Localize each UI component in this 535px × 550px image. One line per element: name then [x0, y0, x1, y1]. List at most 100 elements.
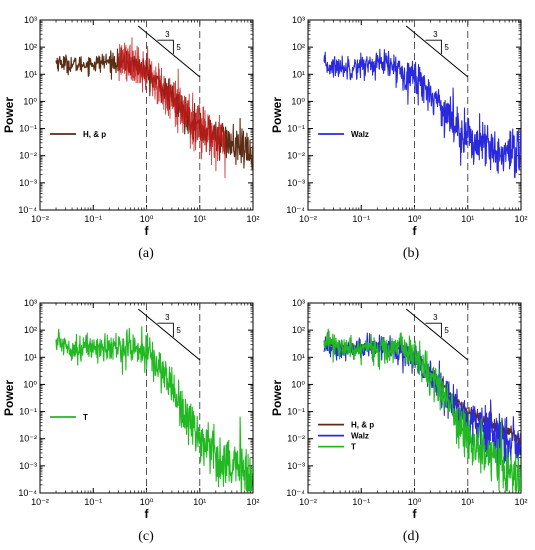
chart-panel-b: 10⁻⁴ 10⁻³ 10⁻² 10⁻¹ 10⁰ 10¹ 10² 10³ 10⁻² 10⁻¹ 10⁰ 1…	[270, 15, 528, 261]
slope-triangle	[157, 322, 174, 337]
series-group	[323, 328, 521, 492]
y-tick-label: 10¹	[24, 69, 37, 79]
x-tick-label: 10⁰	[408, 214, 422, 224]
slope-triangle	[425, 39, 442, 54]
slope-rise-label: 5	[176, 326, 181, 335]
y-tick-label: 10⁻²	[287, 434, 305, 444]
legend-label: T	[351, 443, 356, 452]
y-tick-label: 10³	[24, 298, 37, 308]
y-tick-label: 10⁻³	[19, 461, 37, 471]
y-tick-label: 10⁰	[291, 379, 305, 389]
chart-panel-c: 10⁻⁴ 10⁻³ 10⁻² 10⁻¹ 10⁰ 10¹ 10² 10³ 10⁻² 10⁻¹ 10⁰ 1…	[2, 298, 260, 544]
x-tick-label: 10¹	[461, 497, 474, 507]
x-tick-label: 10⁻¹	[84, 214, 102, 224]
y-tick-label: 10⁰	[23, 379, 37, 389]
panel-caption: (c)	[138, 529, 154, 544]
slope-line	[137, 308, 201, 361]
x-tick-label: 10⁻²	[299, 214, 317, 224]
x-tick-label: 10¹	[461, 214, 474, 224]
chart-panel-a: 10⁻⁴ 10⁻³ 10⁻² 10⁻¹ 10⁰ 10¹ 10² 10³ 10⁻² 10⁻¹ 10⁰ 1…	[2, 15, 260, 261]
x-tick-label: 10⁰	[140, 497, 154, 507]
x-axis-label: f	[145, 224, 150, 238]
y-tick-label: 10⁻³	[287, 178, 305, 188]
legend-label: H, & p	[351, 421, 374, 430]
legend-label: T	[83, 413, 88, 422]
y-tick-label: 10³	[292, 298, 305, 308]
x-tick-label: 10⁻²	[299, 497, 317, 507]
chart-panel-d: 10⁻⁴ 10⁻³ 10⁻² 10⁻¹ 10⁰ 10¹ 10² 10³ 10⁻² 10⁻¹ 10⁰ 1…	[270, 298, 528, 544]
y-tick-label: 10¹	[24, 352, 37, 362]
series-line	[55, 47, 253, 171]
x-tick-label: 10²	[514, 497, 527, 507]
x-tick-label: 10²	[246, 214, 259, 224]
slope-rise-label: 5	[444, 326, 449, 335]
slope-run-label: 3	[433, 30, 438, 39]
series-group	[55, 37, 253, 179]
series-line-overlay	[118, 37, 226, 179]
x-axis-label: f	[145, 507, 150, 521]
y-tick-label: 10⁻¹	[19, 407, 37, 417]
y-axis-label: Power	[2, 380, 16, 416]
y-tick-label: 10⁻³	[19, 178, 37, 188]
series-group	[323, 48, 521, 179]
slope-run-label: 3	[433, 313, 438, 322]
series-line	[55, 326, 253, 492]
y-tick-label: 10⁻⁴	[18, 205, 37, 215]
series-group	[55, 326, 253, 492]
y-axis-label: Power	[270, 380, 284, 416]
series-line	[323, 48, 521, 179]
y-tick-label: 10⁻⁴	[286, 488, 305, 498]
legend-label: Walz	[351, 432, 369, 441]
y-tick-label: 10⁻³	[287, 461, 305, 471]
y-tick-label: 10⁻⁴	[18, 488, 37, 498]
y-axis-label: Power	[270, 97, 284, 133]
y-tick-label: 10¹	[292, 69, 305, 79]
legend-label: Walz	[351, 130, 369, 139]
slope-line	[137, 25, 201, 78]
x-tick-label: 10⁻²	[31, 214, 49, 224]
x-tick-label: 10²	[246, 497, 259, 507]
y-tick-label: 10³	[292, 15, 305, 25]
slope-line	[405, 25, 469, 78]
y-tick-label: 10²	[292, 42, 305, 52]
x-tick-label: 10⁰	[140, 214, 154, 224]
x-tick-label: 10⁻¹	[84, 497, 102, 507]
slope-run-label: 3	[165, 30, 170, 39]
y-tick-label: 10²	[24, 42, 37, 52]
y-tick-label: 10²	[292, 325, 305, 335]
y-tick-label: 10⁻²	[19, 434, 37, 444]
y-tick-label: 10²	[24, 325, 37, 335]
panel-caption: (d)	[403, 529, 420, 544]
slope-triangle	[157, 39, 174, 54]
y-tick-label: 10⁻²	[19, 151, 37, 161]
y-tick-label: 10⁰	[291, 96, 305, 106]
y-tick-label: 10⁰	[23, 96, 37, 106]
y-tick-label: 10⁻¹	[19, 124, 37, 134]
y-tick-label: 10³	[24, 15, 37, 25]
slope-rise-label: 5	[176, 43, 181, 52]
x-tick-label: 10¹	[193, 497, 206, 507]
slope-run-label: 3	[165, 313, 170, 322]
y-tick-label: 10⁻¹	[287, 407, 305, 417]
y-tick-label: 10⁻⁴	[286, 205, 305, 215]
x-tick-label: 10¹	[193, 214, 206, 224]
x-tick-label: 10⁻¹	[352, 497, 370, 507]
y-tick-label: 10⁻²	[287, 151, 305, 161]
slope-rise-label: 5	[444, 43, 449, 52]
y-tick-label: 10¹	[292, 352, 305, 362]
slope-triangle	[425, 322, 442, 337]
panel-caption: (b)	[403, 246, 420, 261]
x-tick-label: 10⁰	[408, 497, 422, 507]
x-tick-label: 10²	[514, 214, 527, 224]
series-line	[323, 328, 521, 492]
x-tick-label: 10⁻²	[31, 497, 49, 507]
y-tick-label: 10⁻¹	[287, 124, 305, 134]
x-axis-label: f	[413, 224, 418, 238]
panel-caption: (a)	[138, 246, 154, 261]
slope-line	[405, 308, 469, 361]
legend-label: H, & p	[83, 130, 106, 139]
x-tick-label: 10⁻¹	[352, 214, 370, 224]
x-axis-label: f	[413, 507, 418, 521]
y-axis-label: Power	[2, 97, 16, 133]
